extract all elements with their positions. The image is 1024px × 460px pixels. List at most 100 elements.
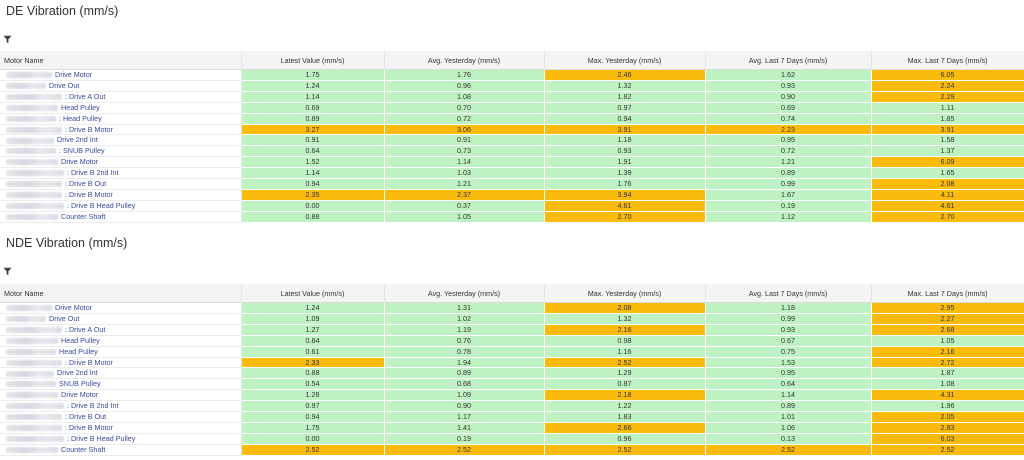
table-row[interactable]: : Drive B Out 0.94 1.17 1.83 1.01 2.05 [0,411,1024,423]
motor-name-cell[interactable]: Counter Shaft [0,211,242,223]
column-header-latest-value[interactable]: Latest Value (mm/s) [241,284,385,303]
redacted-name-blur [6,213,58,220]
motor-name-label: : Drive B Motor [65,189,113,199]
avg-yesterday-cell: 1.05 [384,211,545,223]
motor-name-label: Head Pulley [59,346,98,356]
motor-name-cell[interactable]: : Drive B Head Pulley [0,433,242,445]
motor-name-cell[interactable]: Drive Out [0,80,242,92]
motor-name-cell[interactable]: : Drive B 2nd Int [0,400,242,413]
motor-name-cell[interactable]: : Drive A Out [0,324,242,336]
column-header-avg-last-7-days[interactable]: Avg. Last 7 Days (mm/s) [705,51,872,70]
latest-value-cell: 1.75 [241,69,385,81]
motor-name-cell[interactable]: : Drive B Motor [0,124,242,136]
motor-name-cell[interactable]: Head Pulley [0,102,242,114]
max-last-7-days-cell: 4.61 [871,200,1024,212]
table-row[interactable]: Drive Motor 1.28 1.09 2.18 1.14 4.31 [0,389,1024,402]
motor-name-cell[interactable]: Drive Motor [0,69,242,81]
max-last-7-days-cell: 1.05 [871,335,1024,347]
max-yesterday-cell: 0.87 [544,378,706,391]
motor-name-cell[interactable]: : Drive B 2nd Int [0,167,242,180]
motor-name-cell[interactable]: : SNUB Pulley [0,145,242,158]
column-header-max-yesterday[interactable]: Max. Yesterday (mm/s) [544,51,706,70]
column-header-max-yesterday[interactable]: Max. Yesterday (mm/s) [544,284,706,303]
table-row[interactable]: Drive Motor 1.24 1.31 2.08 1.18 2.95 [0,302,1024,314]
max-last-7-days-cell: 2.24 [871,80,1024,92]
table-row[interactable]: : Drive B Motor 1.75 1.41 2.66 1.06 2.83 [0,422,1024,434]
column-header-motor-name[interactable]: Motor Name [0,284,242,303]
table-row[interactable]: : Drive B Motor 3.27 3.06 3.91 2.23 3.91 [0,124,1024,136]
column-header-max-last-7-days[interactable]: Max. Last 7 Days (mm/s) [871,284,1024,303]
redacted-name-blur [6,337,58,344]
motor-name-cell[interactable]: Drive Out [0,313,242,325]
table-row[interactable]: Drive 2nd Int 0.91 0.91 1.18 0.95 1.58 [0,134,1024,147]
avg-last-7-days-cell: 1.06 [705,422,872,434]
table-row[interactable]: : Drive B 2nd Int 1.14 1.03 1.39 0.89 1.65 [0,167,1024,180]
avg-last-7-days-cell: 0.89 [705,400,872,413]
avg-yesterday-cell: 1.08 [384,91,545,103]
motor-name-cell[interactable]: : Drive B Motor [0,189,242,201]
latest-value-cell: 2.35 [241,189,385,201]
motor-name-cell[interactable]: : Drive B Out [0,411,242,423]
column-header-avg-yesterday[interactable]: Avg. Yesterday (mm/s) [384,284,545,303]
motor-name-cell[interactable]: Drive 2nd Int [0,367,242,380]
max-yesterday-cell: 3.94 [544,189,706,201]
table-row[interactable]: Counter Shaft 0.88 1.05 2.70 1.12 2.70 [0,211,1024,223]
table-row[interactable]: : Drive B Out 0.94 1.21 1.76 0.99 2.08 [0,178,1024,190]
redacted-name-blur [6,137,54,144]
motor-name-cell[interactable]: : Drive A Out [0,91,242,103]
table-row[interactable]: Drive Motor 1.75 1.76 2.46 1.62 6.05 [0,69,1024,81]
avg-last-7-days-cell: 0.75 [705,346,872,358]
table-row[interactable]: Head Pulley 0.84 0.76 0.98 0.67 1.05 [0,335,1024,347]
motor-name-cell[interactable]: SNUB Pulley [0,378,242,391]
table-row[interactable]: Head Pulley 0.61 0.78 1.16 0.75 2.16 [0,346,1024,358]
max-yesterday-cell: 2.18 [544,389,706,402]
column-header-avg-yesterday[interactable]: Avg. Yesterday (mm/s) [384,51,545,70]
avg-last-7-days-cell: 1.62 [705,69,872,81]
motor-name-cell[interactable]: : Head Pulley [0,113,242,125]
table-row[interactable]: : Head Pulley 0.89 0.72 0.94 0.74 1.85 [0,113,1024,125]
column-header-latest-value[interactable]: Latest Value (mm/s) [241,51,385,70]
max-last-7-days-cell: 1.11 [871,102,1024,114]
motor-name-cell[interactable]: : Drive B Out [0,178,242,190]
avg-last-7-days-cell: 1.14 [705,389,872,402]
motor-name-cell[interactable]: Counter Shaft [0,444,242,456]
table-row[interactable]: Drive Motor 1.52 1.14 1.91 1.21 6.09 [0,156,1024,169]
table-row[interactable]: : Drive B Motor 2.33 1.94 2.52 1.53 2.72 [0,357,1024,369]
motor-name-cell[interactable]: Drive Motor [0,156,242,169]
filter-icon[interactable] [3,267,12,276]
motor-name-cell[interactable]: Drive 2nd Int [0,134,242,147]
column-header-max-last-7-days[interactable]: Max. Last 7 Days (mm/s) [871,51,1024,70]
motor-name-cell[interactable]: : Drive B Motor [0,357,242,369]
column-header-motor-name[interactable]: Motor Name [0,51,242,70]
motor-name-label: : SNUB Pulley [59,146,105,156]
nde-vibration-table: Motor Name Latest Value (mm/s) Avg. Yester… [0,284,1024,456]
table-row[interactable]: : Drive B Head Pulley 0.00 0.19 0.96 0.13 6.0… [0,433,1024,445]
table-row[interactable]: : Drive A Out 1.14 1.08 1.82 0.90 2.29 [0,91,1024,103]
filter-icon[interactable] [3,35,12,44]
table-row[interactable]: Drive 2nd Int 0.88 0.89 1.29 0.95 1.87 [0,367,1024,380]
avg-last-7-days-cell: 0.89 [705,167,872,180]
redacted-name-blur [6,148,56,155]
avg-last-7-days-cell: 0.95 [705,367,872,380]
table-row[interactable]: Drive Out 1.09 1.02 1.32 0.99 2.27 [0,313,1024,325]
table-row[interactable]: Head Pulley 0.69 0.70 0.97 0.69 1.11 [0,102,1024,114]
avg-last-7-days-cell: 1.21 [705,156,872,169]
table-row[interactable]: Drive Out 1.24 0.96 1.32 0.93 2.24 [0,80,1024,92]
redacted-name-blur [6,348,56,355]
table-row[interactable]: SNUB Pulley 0.54 0.68 0.87 0.64 1.08 [0,378,1024,391]
table-row[interactable]: : SNUB Pulley 0.64 0.73 0.93 0.72 1.37 [0,145,1024,158]
table-row[interactable]: : Drive B Head Pulley 0.00 0.37 4.61 0.19 4.6… [0,200,1024,212]
table-row[interactable]: : Drive B 2nd Int 0.97 0.90 1.22 0.89 1.96 [0,400,1024,413]
table-row[interactable]: Counter Shaft 2.52 2.52 2.52 2.52 2.52 [0,444,1024,456]
table-row[interactable]: : Drive B Motor 2.35 2.37 3.94 1.67 4.11 [0,189,1024,201]
avg-yesterday-cell: 0.72 [384,113,545,125]
latest-value-cell: 0.54 [241,378,385,391]
motor-name-cell[interactable]: Drive Motor [0,302,242,314]
column-header-avg-last-7-days[interactable]: Avg. Last 7 Days (mm/s) [705,284,872,303]
table-row[interactable]: : Drive A Out 1.27 1.19 2.16 0.93 2.68 [0,324,1024,336]
motor-name-cell[interactable]: Head Pulley [0,346,242,358]
motor-name-cell[interactable]: Head Pulley [0,335,242,347]
motor-name-cell[interactable]: Drive Motor [0,389,242,402]
motor-name-cell[interactable]: : Drive B Motor [0,422,242,434]
motor-name-cell[interactable]: : Drive B Head Pulley [0,200,242,212]
